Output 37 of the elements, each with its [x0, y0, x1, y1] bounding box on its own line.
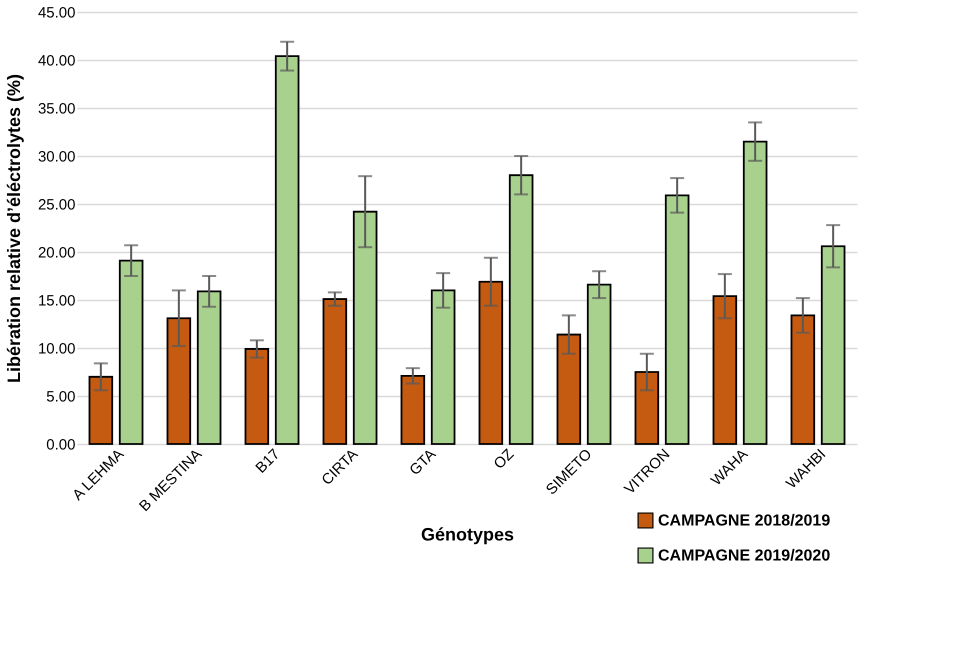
y-tick-label: 40.00 — [38, 52, 76, 70]
bar — [478, 280, 504, 445]
bar — [118, 260, 144, 445]
bar — [274, 55, 300, 445]
x-tick-label: OZ — [490, 446, 518, 473]
x-tick-label: GTA — [406, 446, 440, 479]
bar — [352, 210, 378, 445]
y-tick-label: 10.00 — [38, 340, 76, 358]
bar — [508, 174, 534, 445]
y-tick-label: 35.00 — [38, 100, 76, 118]
bar — [166, 317, 192, 445]
y-tick-label: 0.00 — [46, 436, 76, 454]
bar — [244, 348, 270, 445]
bar — [586, 284, 612, 445]
bar — [712, 295, 738, 445]
y-axis-title: Libération relative d’éléctrolytes (%) — [4, 74, 24, 384]
legend-label: CAMPAGNE 2019/2020 — [658, 548, 830, 564]
y-tick-label: 45.00 — [38, 4, 76, 22]
bar — [820, 245, 846, 445]
bar — [400, 374, 426, 445]
bar — [634, 371, 660, 445]
bar — [664, 194, 690, 445]
y-tick-label: 30.00 — [38, 148, 76, 166]
y-tick-label: 20.00 — [38, 244, 76, 262]
y-tick-label: 5.00 — [46, 388, 76, 406]
bar — [196, 290, 222, 445]
bar — [430, 290, 456, 445]
x-tick-label: B17 — [252, 446, 284, 477]
legend-label: CAMPAGNE 2018/2019 — [658, 512, 830, 530]
bar — [88, 376, 114, 445]
x-axis-title: Génotypes — [420, 524, 514, 544]
bar — [556, 334, 582, 445]
bar — [742, 140, 768, 445]
y-tick-label: 15.00 — [38, 292, 76, 310]
bar — [790, 314, 816, 445]
y-tick-label: 25.00 — [38, 196, 76, 214]
bar — [322, 298, 348, 445]
